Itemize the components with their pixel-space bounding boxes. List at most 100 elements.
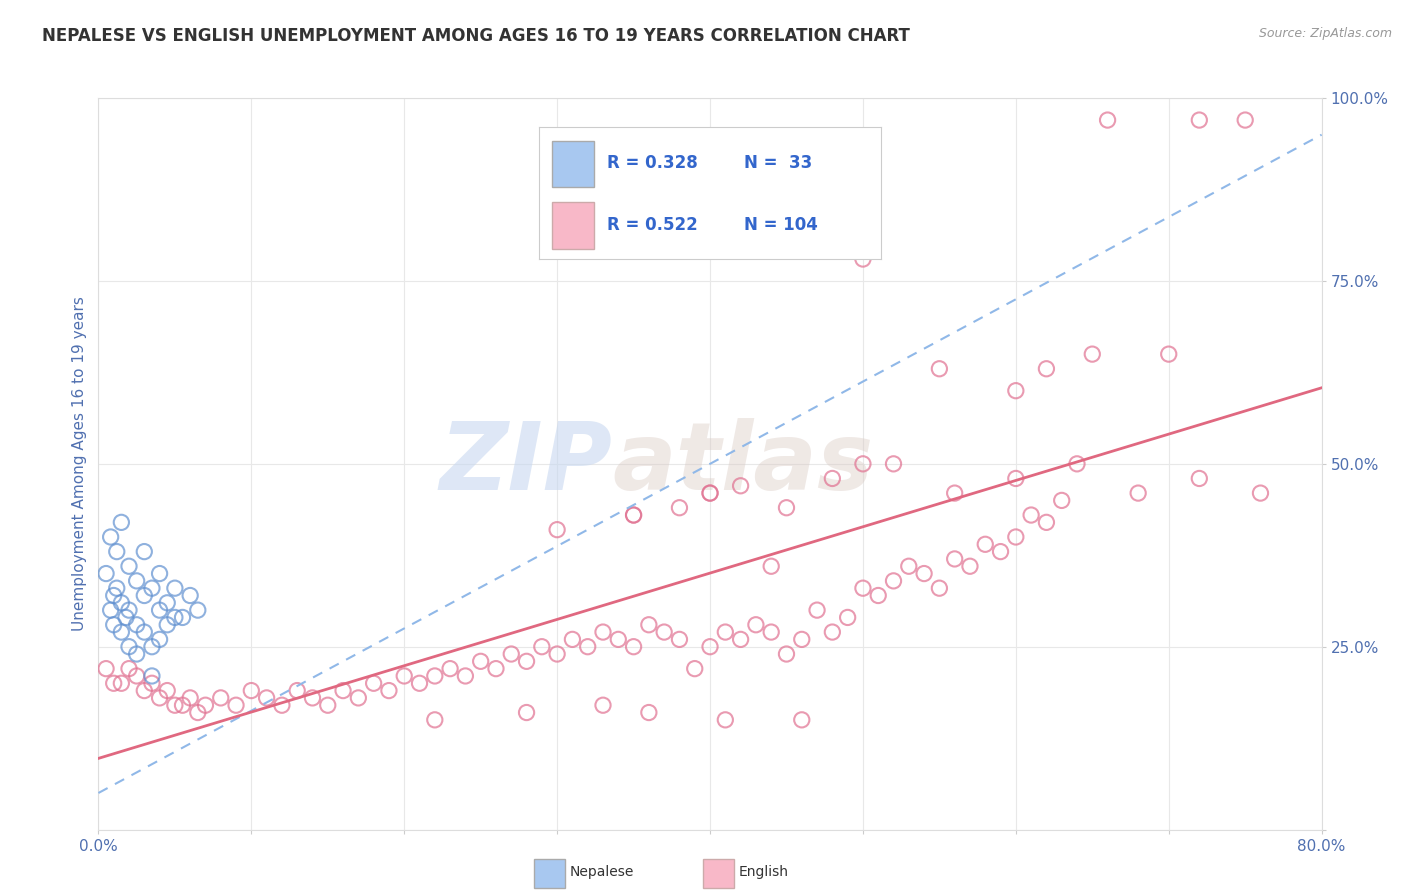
Point [125, 617, 148, 632]
Point [668, 632, 690, 647]
Point [1097, 113, 1119, 128]
Point [141, 669, 163, 683]
Point [110, 596, 132, 610]
Point [897, 559, 920, 574]
Point [761, 625, 783, 640]
Point [912, 566, 935, 581]
Point [423, 669, 446, 683]
Point [408, 676, 430, 690]
Point [103, 589, 125, 603]
Point [240, 683, 263, 698]
Point [94, 566, 117, 581]
Text: atlas: atlas [612, 417, 873, 510]
Point [699, 640, 721, 654]
Point [730, 479, 752, 493]
Point [100, 603, 122, 617]
Point [115, 610, 138, 624]
Point [209, 690, 232, 705]
Point [163, 581, 186, 595]
Point [652, 625, 675, 640]
Point [637, 706, 661, 720]
Text: ZIP: ZIP [439, 417, 612, 510]
Point [141, 676, 163, 690]
Point [1188, 113, 1211, 128]
Point [225, 698, 247, 713]
Point [943, 486, 966, 500]
Point [110, 516, 132, 530]
Point [592, 698, 614, 713]
Point [179, 589, 201, 603]
Point [516, 654, 538, 668]
Bar [553, 202, 593, 249]
Text: R = 0.522: R = 0.522 [607, 216, 697, 234]
Point [623, 508, 645, 522]
Point [790, 632, 813, 647]
Point [530, 640, 553, 654]
Point [156, 617, 179, 632]
Point [501, 647, 523, 661]
Point [301, 690, 323, 705]
Point [378, 683, 401, 698]
Point [103, 676, 125, 690]
Point [1004, 384, 1026, 398]
Text: NEPALESE VS ENGLISH UNEMPLOYMENT AMONG AGES 16 TO 19 YEARS CORRELATION CHART: NEPALESE VS ENGLISH UNEMPLOYMENT AMONG A… [42, 27, 910, 45]
Point [1234, 113, 1257, 128]
Point [141, 581, 163, 595]
Bar [553, 141, 593, 186]
Point [454, 669, 477, 683]
Point [607, 632, 630, 647]
Point [1019, 508, 1042, 522]
Point [745, 617, 768, 632]
Point [1128, 486, 1150, 500]
Point [105, 581, 128, 595]
Text: Source: ZipAtlas.com: Source: ZipAtlas.com [1258, 27, 1392, 40]
Point [105, 544, 128, 558]
Point [347, 690, 370, 705]
Point [141, 640, 163, 654]
Point [118, 662, 141, 676]
Text: Nepalese: Nepalese [569, 865, 634, 880]
Point [149, 603, 172, 617]
Point [125, 669, 148, 683]
Point [100, 530, 122, 544]
Point [1250, 486, 1272, 500]
Point [623, 640, 645, 654]
Text: English: English [738, 865, 789, 880]
Point [576, 640, 599, 654]
Point [790, 713, 813, 727]
Point [187, 603, 209, 617]
Point [990, 544, 1012, 558]
Point [439, 662, 461, 676]
Point [699, 486, 721, 500]
Point [118, 640, 141, 654]
Point [928, 361, 950, 376]
Point [285, 683, 308, 698]
Point [883, 457, 905, 471]
Point [714, 713, 737, 727]
Point [134, 683, 156, 698]
Point [837, 610, 859, 624]
Point [623, 508, 645, 522]
Point [1081, 347, 1104, 361]
Text: R = 0.328: R = 0.328 [607, 154, 697, 172]
Point [172, 698, 194, 713]
Point [163, 610, 186, 624]
Point [156, 683, 179, 698]
Point [516, 706, 538, 720]
Y-axis label: Unemployment Among Ages 16 to 19 years: Unemployment Among Ages 16 to 19 years [72, 296, 87, 632]
Point [852, 252, 875, 266]
Point [546, 647, 568, 661]
Point [668, 500, 690, 515]
Point [103, 617, 125, 632]
Point [852, 457, 875, 471]
Point [134, 544, 156, 558]
Point [118, 559, 141, 574]
Point [392, 669, 416, 683]
Point [775, 500, 797, 515]
Point [163, 698, 186, 713]
Point [883, 574, 905, 588]
Point [1035, 361, 1057, 376]
Point [134, 625, 156, 640]
Point [1188, 471, 1211, 485]
Point [125, 574, 148, 588]
